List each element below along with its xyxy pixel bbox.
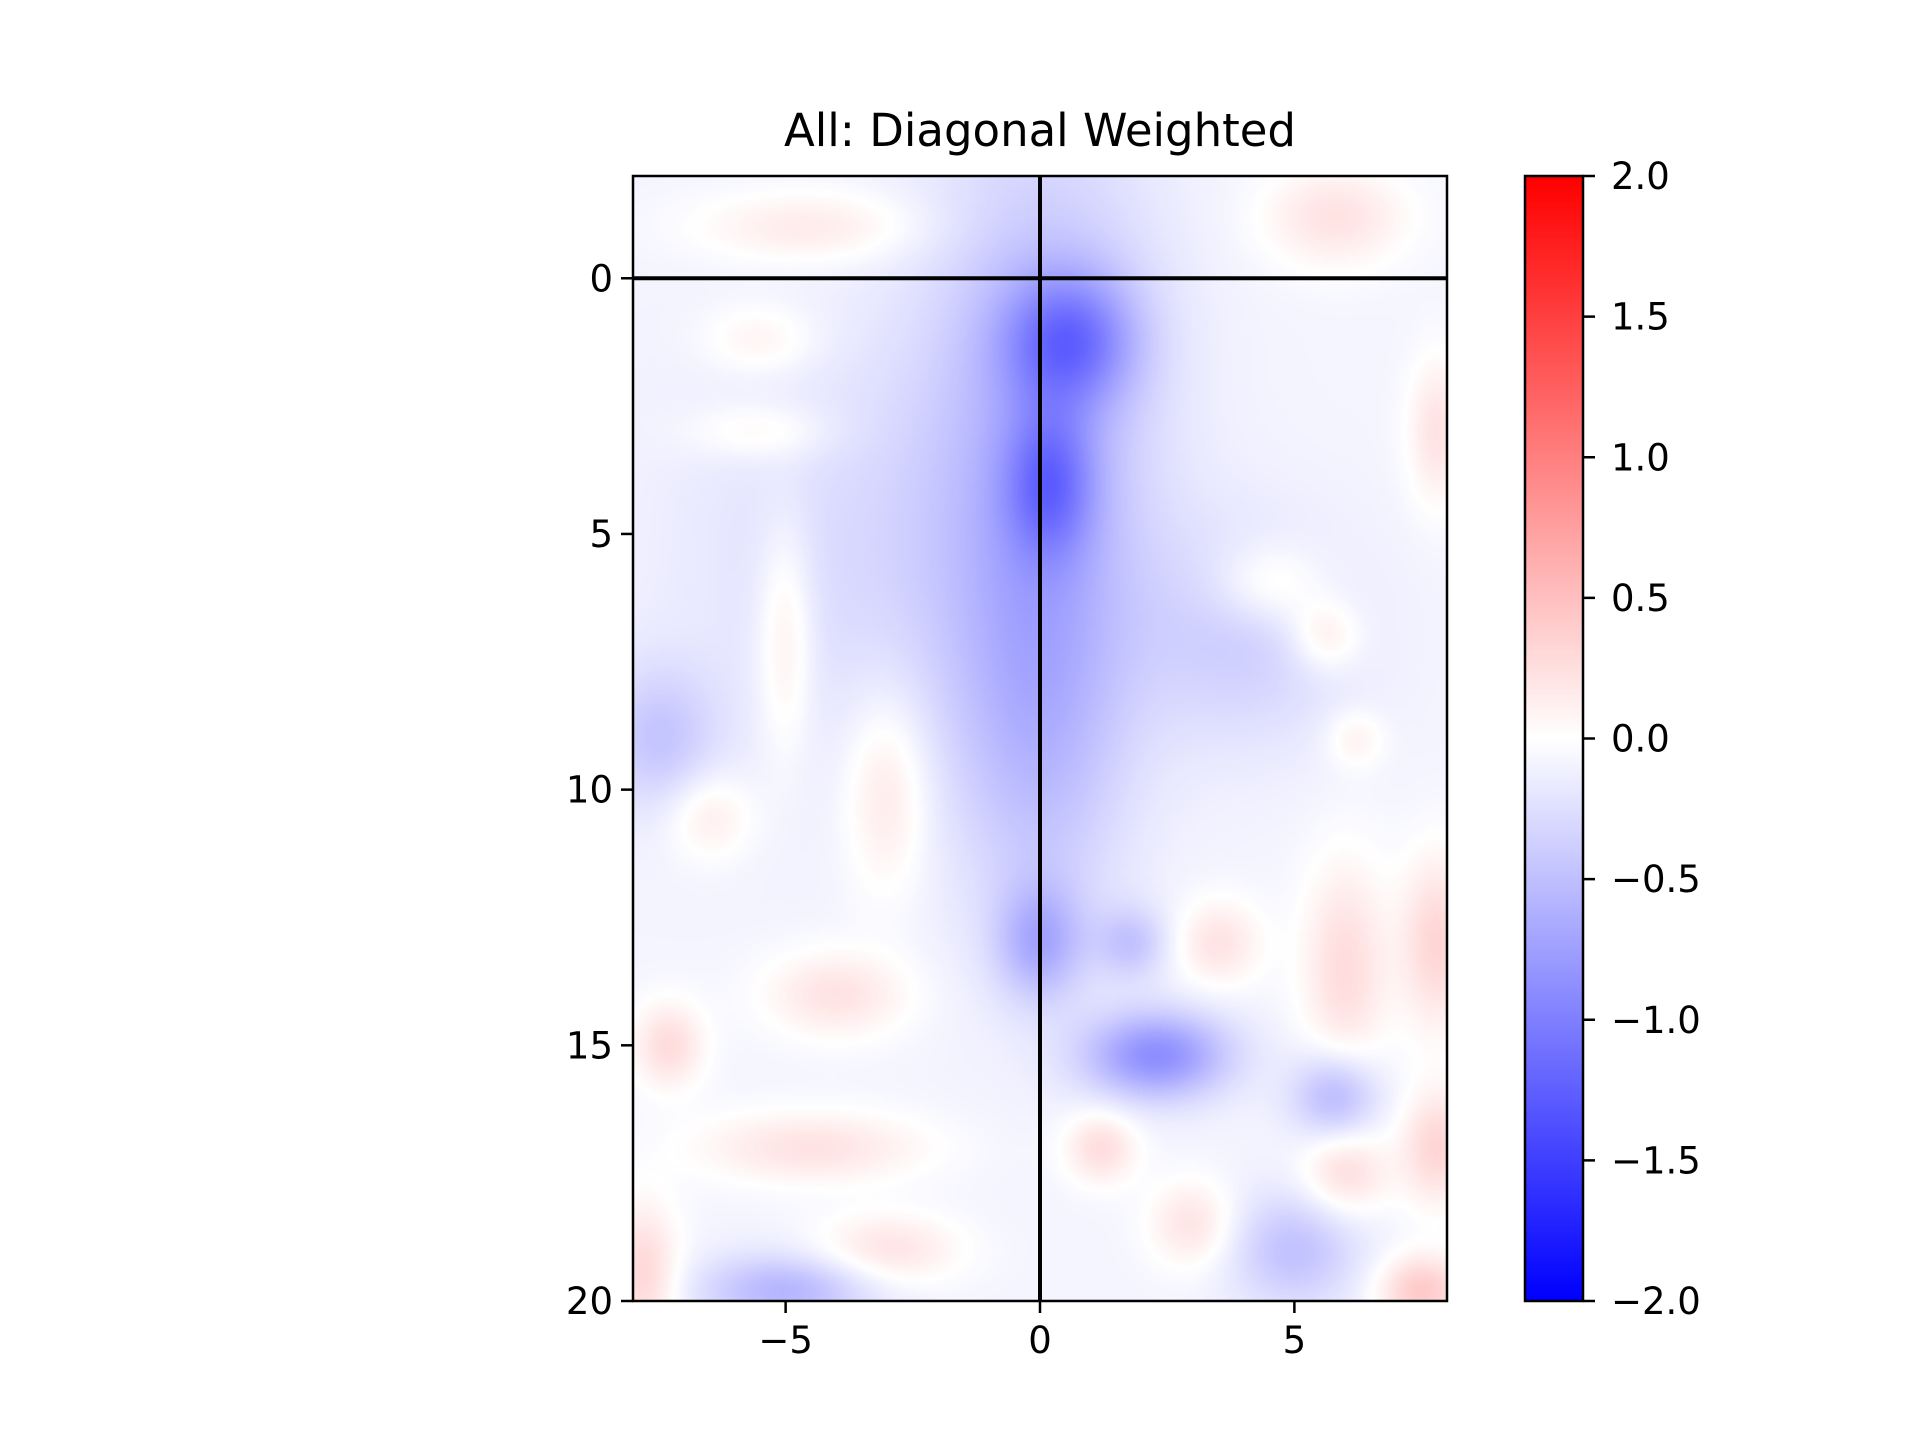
chart-title: All: Diagonal Weighted	[784, 104, 1296, 157]
colorbar-tick-label: 1.0	[1611, 436, 1670, 479]
x-tick-label: −5	[758, 1319, 813, 1362]
colorbar-image	[1525, 176, 1583, 1301]
colorbar-tick-label: 1.5	[1611, 296, 1670, 339]
colorbar-tick-label: −1.5	[1611, 1139, 1701, 1182]
colorbar-tick-label: 2.0	[1611, 155, 1670, 198]
colorbar-tick-label: −2.0	[1611, 1280, 1701, 1323]
colorbar-tick-label: 0.0	[1611, 718, 1670, 761]
x-axis: −5 0 5	[758, 1301, 1306, 1362]
x-tick-label: 5	[1283, 1319, 1307, 1362]
y-tick-label: 15	[566, 1024, 613, 1067]
colorbar-tick-label: −0.5	[1611, 858, 1701, 901]
colorbar-tick-label: 0.5	[1611, 577, 1670, 620]
colorbar-tick-label: −1.0	[1611, 999, 1701, 1042]
y-tick-label: 10	[566, 769, 613, 812]
colorbar-axis: 2.0 1.5 1.0 0.5 0.0 −0.5 −1.0 −1.5 −2.0	[1583, 155, 1701, 1323]
x-tick-label: 0	[1028, 1319, 1052, 1362]
y-tick-label: 20	[566, 1280, 613, 1323]
reference-lines	[633, 176, 1447, 1301]
y-tick-label: 0	[589, 257, 613, 300]
y-axis: 0 5 10 15 20	[566, 257, 633, 1323]
y-tick-label: 5	[589, 513, 613, 556]
